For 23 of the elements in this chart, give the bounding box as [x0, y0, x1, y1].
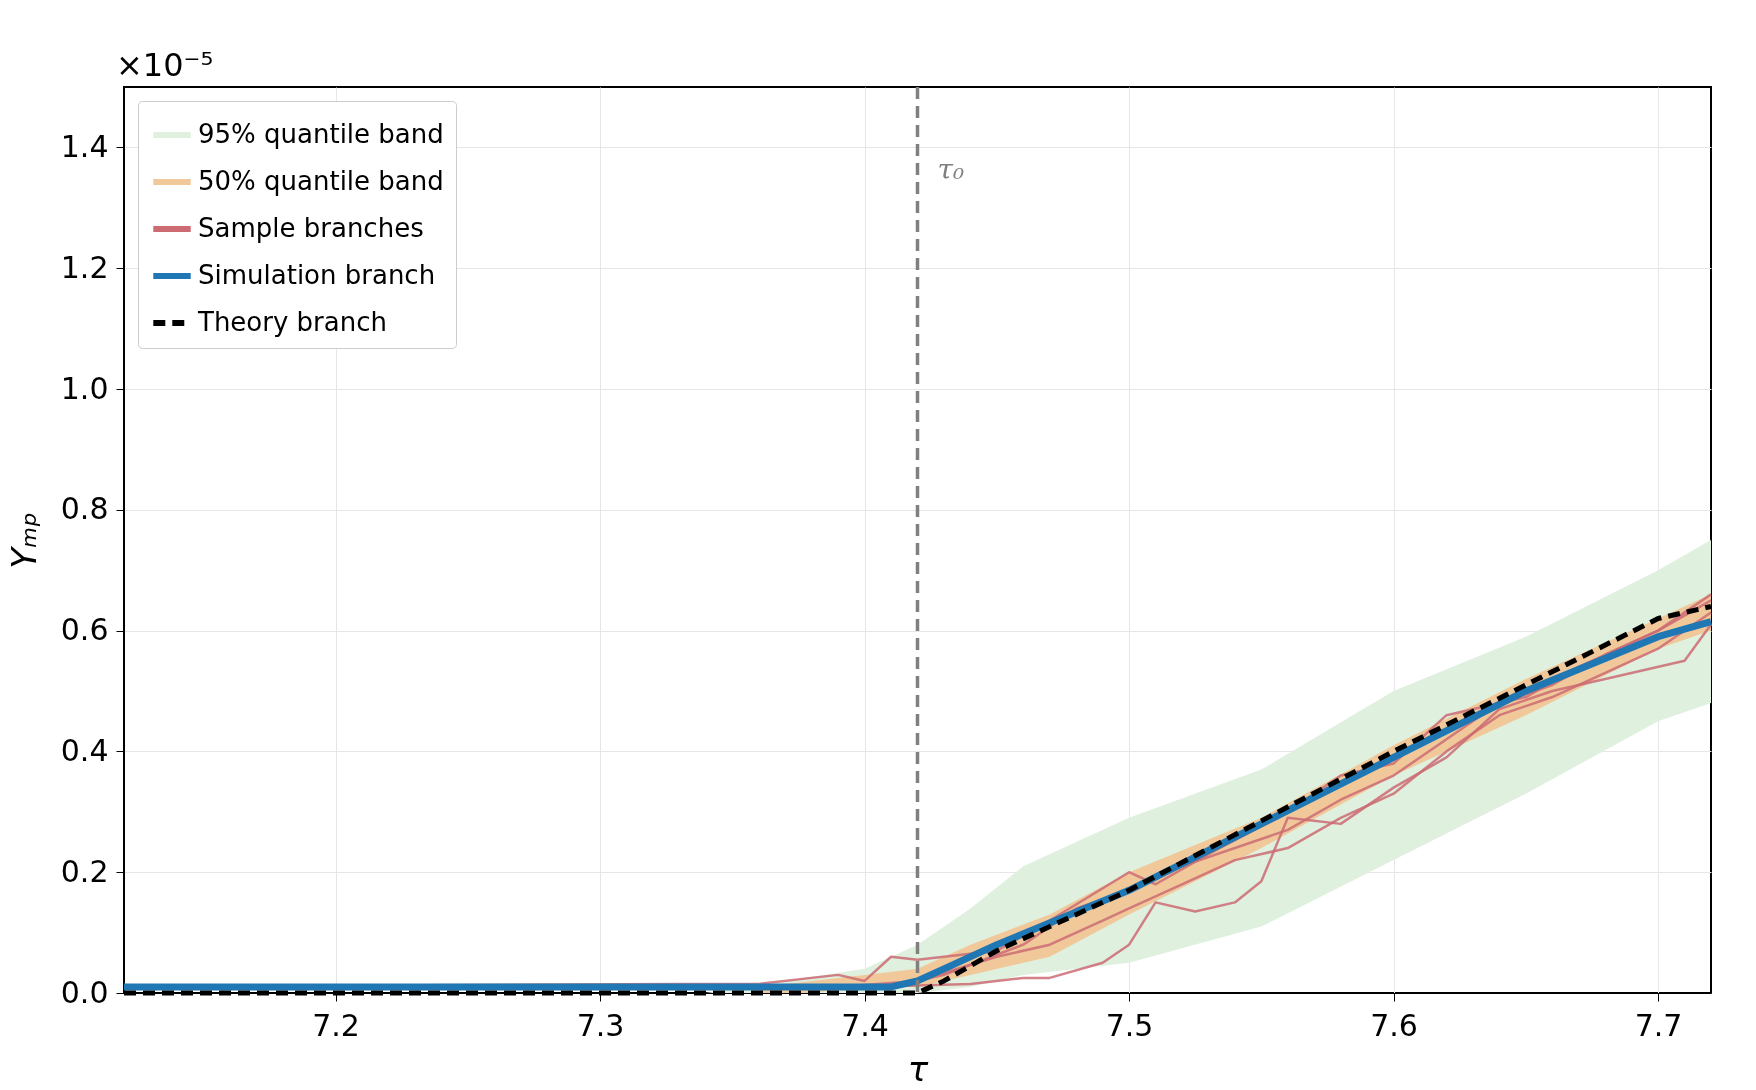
y-tick-label: 1.2 [60, 249, 109, 285]
x-tick-label: 7.5 [1105, 1007, 1154, 1043]
x-tick-label: 7.7 [1634, 1007, 1683, 1043]
text: ×10⁻⁵ [116, 46, 214, 84]
y-tick-label: 0.0 [60, 974, 109, 1010]
y-tick-label: 0.6 [60, 612, 109, 648]
legend-label: Simulation branch [198, 260, 436, 290]
y-tick-label: 0.8 [60, 491, 109, 527]
legend-label: 50% quantile band [198, 166, 444, 196]
x-tick-label: 7.3 [576, 1007, 625, 1043]
y-axis-title: Yₘₚ [3, 512, 44, 569]
y-tick-label: 1.4 [60, 128, 109, 164]
y-tick-label: 0.2 [60, 853, 109, 889]
legend-label: Theory branch [197, 307, 387, 337]
legend-label: 95% quantile band [198, 119, 444, 149]
x-tick-label: 7.2 [312, 1007, 360, 1043]
x-tick-label: 7.4 [841, 1007, 889, 1043]
x-axis-title: τ [907, 1048, 929, 1089]
ref-line-label: τ₀ [937, 153, 965, 186]
x-tick-label: 7.6 [1370, 1007, 1418, 1043]
y-tick-label: 1.0 [60, 370, 109, 406]
legend-label: Sample branches [198, 213, 424, 243]
y-tick-label: 0.4 [60, 732, 109, 768]
